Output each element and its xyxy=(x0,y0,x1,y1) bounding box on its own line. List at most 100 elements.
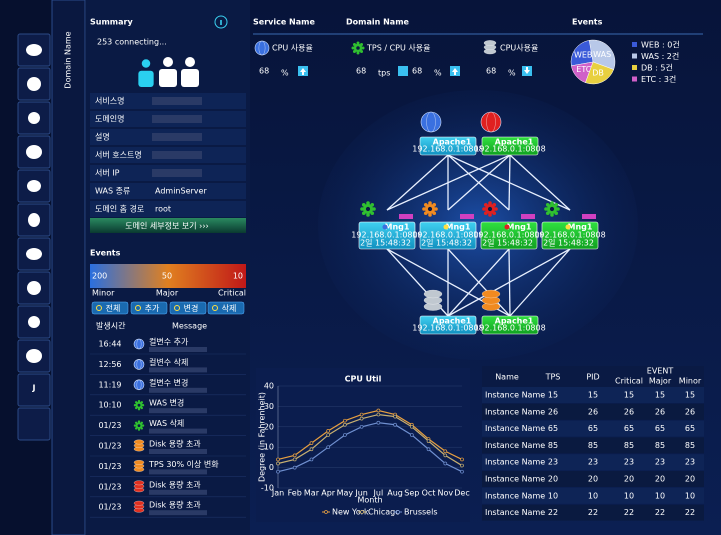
sidebar-button[interactable] xyxy=(17,407,51,441)
filter-button[interactable] xyxy=(91,301,129,315)
legend-swatch xyxy=(632,53,637,59)
data-point xyxy=(343,418,347,423)
globe-line xyxy=(486,111,496,133)
node-address: 192.168.0.1:0808 xyxy=(351,231,422,240)
swap-icon xyxy=(398,66,408,76)
status-dot xyxy=(382,224,388,230)
server-node[interactable] xyxy=(358,221,416,250)
data-point xyxy=(376,412,381,417)
metric-value: 68 xyxy=(412,67,422,76)
y-tick-label: 0 xyxy=(269,463,274,472)
metric-label: CPU 사용율 xyxy=(272,44,313,53)
animal-icon xyxy=(27,180,41,192)
domain-name-tab[interactable]: Domain Name xyxy=(346,18,410,27)
severity-label: Major xyxy=(156,289,179,298)
domain-tab[interactable] xyxy=(51,0,86,535)
gear-tooth xyxy=(422,207,426,211)
gear-hole xyxy=(427,206,433,212)
data-point xyxy=(276,461,280,466)
blurred-detail xyxy=(149,449,207,454)
event-message: Disk 용량 초과 xyxy=(149,479,201,489)
animal-icon xyxy=(26,44,42,56)
info-label: 서버 IP xyxy=(95,168,120,178)
server-node[interactable] xyxy=(541,221,599,250)
table-cell: 15 xyxy=(548,391,558,400)
x-tick-label: Dec xyxy=(454,489,469,498)
node-time: 2일 15:48:32 xyxy=(360,239,411,248)
server-node[interactable] xyxy=(419,315,477,335)
table-cell: 23 xyxy=(588,458,598,467)
filter-button-label: 삭제 xyxy=(222,303,237,313)
metric-label: TPS / CPU 사용율 xyxy=(366,44,430,53)
server-node[interactable] xyxy=(480,221,538,250)
legend-entry: DB : 5건 xyxy=(641,63,673,73)
gear-tooth xyxy=(372,207,376,211)
table-cell: 20 xyxy=(685,475,695,484)
filter-button[interactable] xyxy=(169,301,207,315)
table-cell: Instance Name xyxy=(485,508,545,517)
data-point xyxy=(409,433,414,437)
data-point xyxy=(309,441,314,445)
series-line xyxy=(277,422,463,473)
x-tick-label: Nov xyxy=(437,489,453,498)
db-icon xyxy=(133,459,145,465)
table-header: PID xyxy=(586,373,599,382)
metric-unit: tps xyxy=(378,69,390,78)
table-cell: 10 xyxy=(624,491,634,500)
data-point xyxy=(443,449,448,454)
detail-button[interactable] xyxy=(90,218,246,233)
legend-label: New York xyxy=(332,508,369,517)
info-i xyxy=(220,20,222,25)
animal-icon xyxy=(26,349,42,363)
search-icon xyxy=(174,305,180,311)
globe-icon xyxy=(254,40,270,56)
info-icon[interactable] xyxy=(214,15,228,29)
server-node[interactable] xyxy=(481,315,539,335)
blurred-detail xyxy=(149,428,207,434)
node-time: 2일 15:48:32 xyxy=(543,239,594,248)
filter-button[interactable] xyxy=(207,301,245,315)
service-name-tab[interactable]: Service Name xyxy=(253,18,315,27)
node-address: 192.168.0.1:0808 xyxy=(473,231,544,240)
data-point xyxy=(443,453,448,458)
server-node[interactable] xyxy=(419,221,477,250)
server-node[interactable] xyxy=(481,136,539,156)
pie-label: DB xyxy=(592,68,604,77)
blurred-value xyxy=(152,115,202,123)
sidebar-button[interactable] xyxy=(17,373,51,407)
server-node[interactable] xyxy=(419,136,477,156)
table-cell: 26 xyxy=(655,407,665,416)
data-point xyxy=(426,439,431,443)
table-cell: 20 xyxy=(655,475,665,484)
pie-slice xyxy=(588,39,616,70)
table-subheader: Critical xyxy=(615,377,643,386)
gear-tooth xyxy=(141,404,145,407)
filter-button[interactable] xyxy=(130,301,168,315)
gear-tooth xyxy=(351,46,355,50)
table-cell: 26 xyxy=(624,407,634,416)
x-tick-label: Mar xyxy=(304,489,320,498)
animal-icon xyxy=(28,213,40,227)
animal-icon xyxy=(27,77,41,91)
table-cell: 22 xyxy=(624,508,634,517)
sidebar-label: J xyxy=(32,384,36,393)
filter-button-label: 추가 xyxy=(145,304,160,313)
event-message: TPS 30% 이상 변화 xyxy=(148,459,219,469)
trend-arrow xyxy=(300,68,306,75)
info-row xyxy=(90,183,246,199)
data-point xyxy=(359,424,364,429)
trend-arrow xyxy=(452,68,458,75)
node-address: 192.168.0.1:0808 xyxy=(412,324,483,333)
gear-hole xyxy=(356,46,360,50)
chart-title: CPU Util xyxy=(345,375,382,384)
gear-hole xyxy=(137,403,141,407)
node-time: 2일 15:48:32 xyxy=(482,239,533,248)
person-body xyxy=(138,70,154,87)
status-dot xyxy=(565,224,571,230)
gear-tooth xyxy=(137,408,141,411)
animal-icon xyxy=(26,145,42,159)
node-name: Mng1 xyxy=(446,223,471,232)
data-point xyxy=(376,420,381,425)
globe-icon xyxy=(133,379,145,391)
info-label: 서버 호스트명 xyxy=(95,150,142,160)
